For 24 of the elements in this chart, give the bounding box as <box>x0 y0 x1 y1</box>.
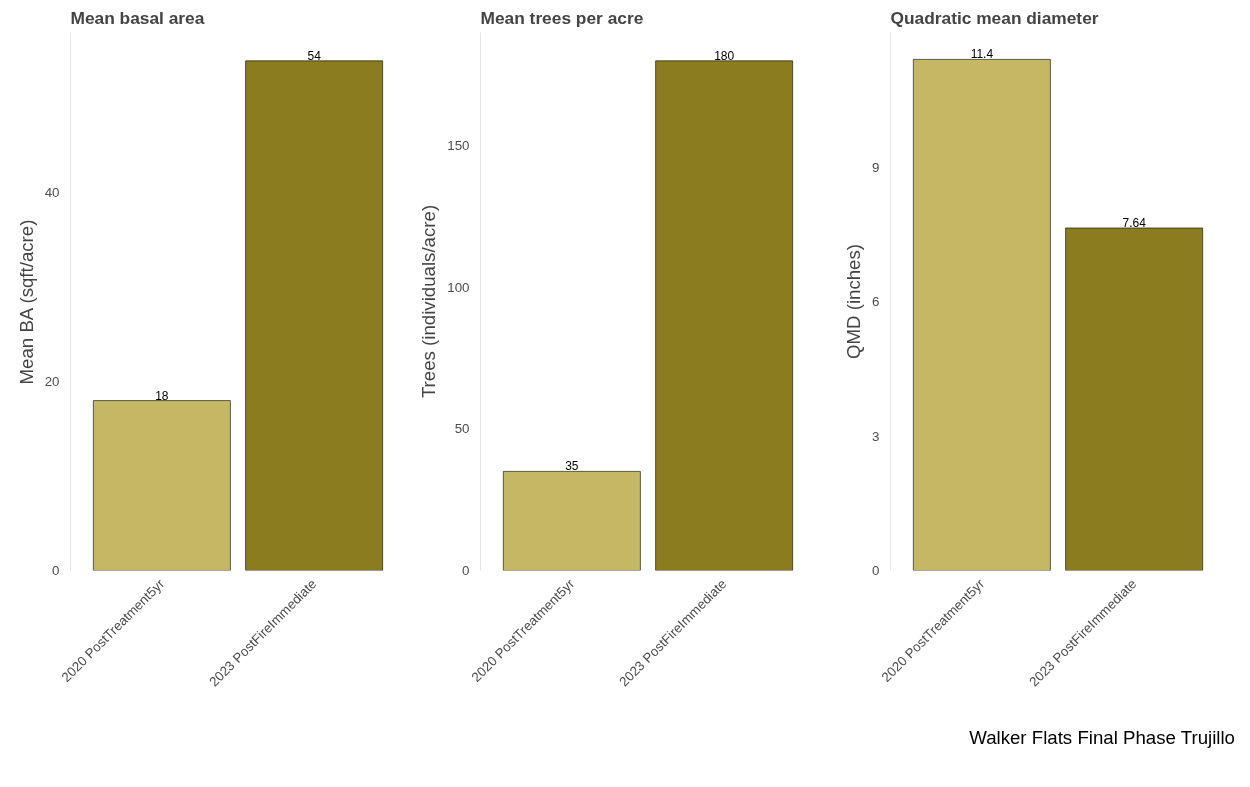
y-tick-label: 0 <box>872 563 880 578</box>
y-axis-title: QMD (inches) <box>843 243 865 360</box>
y-tick-label: 9 <box>872 159 880 175</box>
data-label: 180 <box>714 48 735 63</box>
data-label: 11.4 <box>970 47 994 62</box>
y-tick-label: 150 <box>447 138 470 154</box>
y-tick-label: 3 <box>872 428 880 444</box>
y-tick-label: 0 <box>462 563 470 578</box>
y-axis-title: Mean BA (sqft/acre) <box>15 219 37 385</box>
text: Walker Flats Final Phase Trujillo <box>969 726 1235 750</box>
chart-title: Quadratic mean diameter <box>890 7 1099 28</box>
y-tick-label: 6 <box>872 294 880 309</box>
y-tick-label: 40 <box>44 185 60 201</box>
data-label: 35 <box>565 459 579 474</box>
y-axis-title: Trees (individuals/acre) <box>418 204 440 399</box>
data-label: 18 <box>155 388 169 403</box>
y-tick-label: 20 <box>44 374 60 390</box>
chart-title: Mean trees per acre <box>480 7 644 28</box>
chart-title: Mean basal area <box>70 7 205 28</box>
data-label: 54 <box>307 48 322 63</box>
y-tick-label: 50 <box>454 421 470 437</box>
y-tick-label: 100 <box>447 279 470 295</box>
y-tick-label: 0 <box>52 563 60 578</box>
data-label: 7.64 <box>1122 215 1147 230</box>
